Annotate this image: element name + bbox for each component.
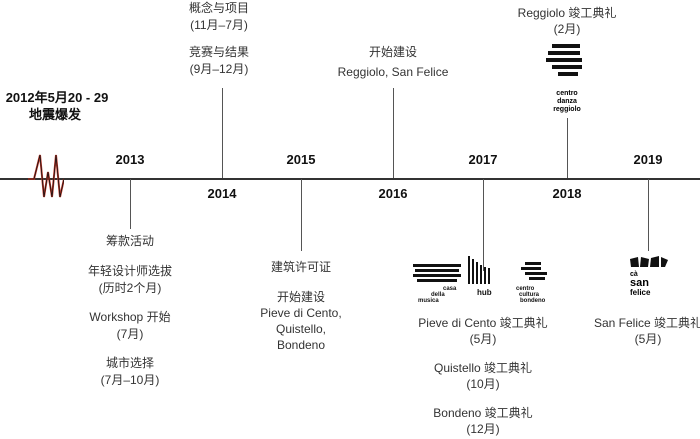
event-text: (2月) (553, 22, 581, 36)
event-text: Pieve di Cento 竣工典礼 (418, 316, 548, 330)
casa-della-musica-logo: casa della musica (413, 264, 461, 304)
event-text: (9月–12月) (189, 62, 249, 76)
event-text: (历时2个月) (98, 281, 162, 295)
tick-2017 (483, 179, 484, 271)
svg-text:felice: felice (630, 288, 651, 297)
year-2015: 2015 (286, 152, 316, 167)
svg-text:danza: danza (557, 98, 577, 105)
event-text: 竞赛与结果 (188, 45, 250, 59)
year-2014: 2014 (207, 186, 237, 201)
svg-text:san: san (630, 277, 649, 289)
year-2013: 2013 (115, 152, 145, 167)
svg-text:casa: casa (443, 286, 457, 292)
event-text: Workshop 开始 (89, 310, 171, 324)
ca-san-felice-logo: cà san felice (630, 256, 668, 297)
svg-text:centro: centro (556, 90, 577, 97)
svg-text:reggiolo: reggiolo (553, 106, 581, 113)
event-text: (12月) (466, 422, 500, 436)
event-text: Reggiolo, San Felice (337, 65, 449, 79)
tick-2016 (393, 88, 394, 178)
event-text: (5月) (634, 332, 662, 346)
event-text: Quistello, (275, 322, 327, 336)
event-text: 年轻设计师选拔 (87, 264, 173, 278)
centro-danza-reggiolo-logo: centro danza reggiolo (546, 44, 582, 113)
centro-cultura-bondeno-logo: centro cultura bondeno (516, 262, 547, 304)
event-text: Bondeno (276, 338, 326, 352)
event-text: Bondeno 竣工典礼 (433, 406, 533, 420)
event-text: 概念与项目 (188, 1, 250, 15)
event-text: (7月) (116, 327, 144, 341)
year-2019: 2019 (633, 152, 663, 167)
event-text: 开始建设 (368, 45, 418, 59)
event-text: 开始建设 (276, 290, 326, 304)
event-text: 城市选择 (105, 356, 155, 370)
event-text: (7月–10月) (100, 373, 160, 387)
svg-text:cà: cà (630, 271, 638, 278)
svg-text:della: della (431, 292, 445, 298)
event-text: Pieve di Cento, (260, 306, 342, 320)
seismograph-icon (28, 154, 64, 198)
event-text: (10月) (466, 377, 500, 391)
event-text: San Felice 竣工典礼 (593, 316, 700, 330)
quake-date: 2012年5月20 - 29 (5, 90, 109, 105)
svg-text:hub: hub (477, 288, 492, 297)
svg-text:bondeno: bondeno (520, 298, 546, 304)
venue-logos-2017: casa della musica hub centro cultura bon… (413, 256, 547, 304)
hub-logo: hub (468, 256, 492, 297)
year-2016: 2016 (378, 186, 408, 201)
tick-2019 (648, 179, 649, 251)
event-text: (5月) (469, 332, 497, 346)
event-text: 建筑许可证 (270, 260, 332, 274)
event-text: Quistello 竣工典礼 (433, 361, 533, 375)
timeline-axis (0, 178, 700, 180)
year-2018: 2018 (552, 186, 582, 201)
tick-2015 (301, 179, 302, 251)
event-text: (11月–7月) (190, 18, 248, 32)
svg-text:cultura: cultura (519, 292, 540, 298)
tick-2014 (222, 88, 223, 178)
event-text: 筹款活动 (105, 234, 155, 248)
svg-text:musica: musica (418, 298, 439, 304)
tick-2018 (567, 118, 568, 178)
quake-label: 地震爆发 (28, 107, 82, 122)
year-2017: 2017 (468, 152, 498, 167)
tick-2013 (130, 179, 131, 229)
event-text: Reggiolo 竣工典礼 (517, 6, 617, 20)
svg-text:centro: centro (516, 286, 535, 292)
